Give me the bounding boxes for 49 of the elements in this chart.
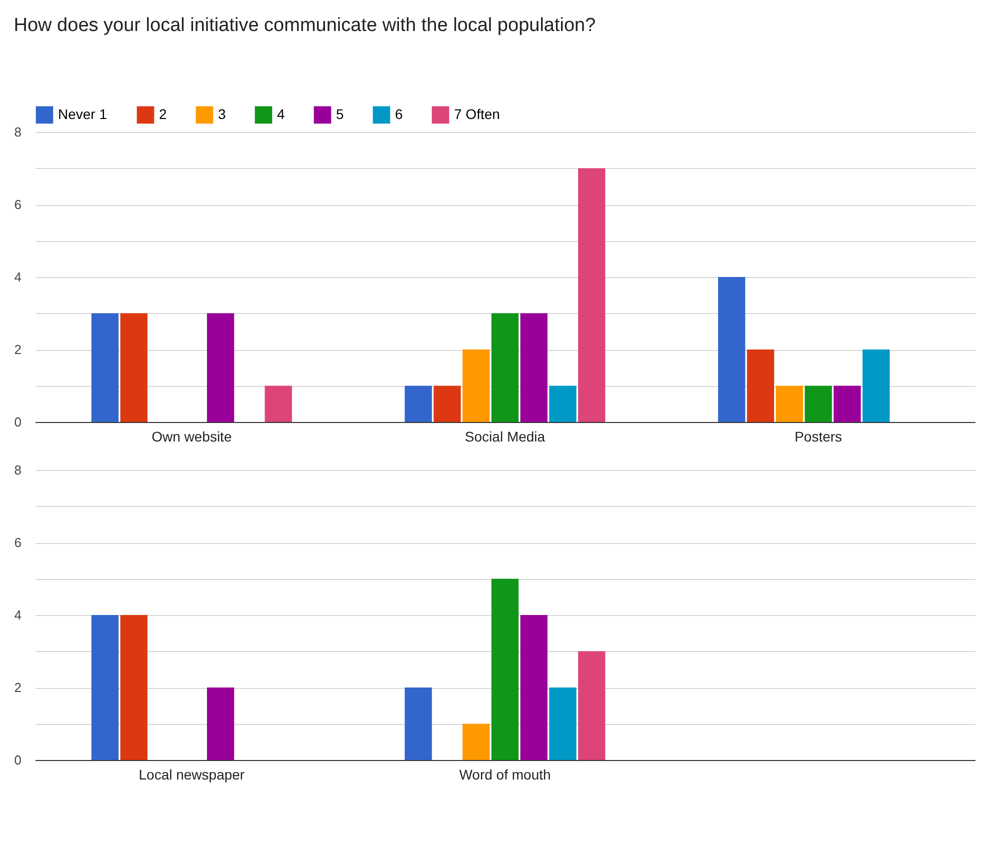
y-tick-label: 2 xyxy=(14,680,22,695)
y-tick-label: 8 xyxy=(14,124,22,140)
bar xyxy=(520,313,548,422)
x-tick-label: Posters xyxy=(794,428,842,444)
bar xyxy=(462,724,490,760)
legend-label: 2 xyxy=(159,106,167,122)
legend-label: 4 xyxy=(277,106,285,122)
bar xyxy=(804,386,832,422)
y-tick-label: 4 xyxy=(14,608,22,622)
bar xyxy=(520,615,548,760)
bar xyxy=(462,350,490,422)
bar xyxy=(491,578,519,760)
y-tick-label: 4 xyxy=(14,270,22,284)
bar xyxy=(434,386,461,422)
bar xyxy=(549,386,576,422)
bar xyxy=(776,386,804,422)
x-tick-label: Word of mouth xyxy=(459,766,551,782)
legend-label: 6 xyxy=(395,106,403,122)
bar xyxy=(718,277,746,422)
bar xyxy=(120,615,148,760)
bar xyxy=(91,615,119,760)
bar xyxy=(120,313,148,422)
bar xyxy=(404,688,432,760)
bar xyxy=(862,350,890,422)
y-tick-label: 6 xyxy=(14,197,22,212)
bar xyxy=(746,350,774,422)
y-tick-label: 6 xyxy=(14,535,22,550)
y-tick-label: 0 xyxy=(14,752,22,768)
bar xyxy=(834,386,861,422)
bar xyxy=(264,386,292,422)
y-tick-label: 2 xyxy=(14,342,22,357)
y-tick-label: 0 xyxy=(14,414,22,430)
bar xyxy=(549,688,576,760)
bar xyxy=(206,313,234,422)
bar xyxy=(578,651,606,760)
legend-label: 7 Often xyxy=(454,106,500,122)
x-tick-label: Social Media xyxy=(464,428,546,444)
chart-title: How does your local initiative communicate with the local population? xyxy=(14,15,596,36)
y-tick-label: 8 xyxy=(14,462,22,478)
bar xyxy=(91,313,119,422)
legend-label: 3 xyxy=(218,106,226,122)
bar xyxy=(491,313,519,422)
bar xyxy=(578,168,606,422)
legend-label: 5 xyxy=(336,106,344,122)
x-tick-label: Local newspaper xyxy=(138,766,245,782)
legend-label: Never 1 xyxy=(58,106,108,122)
x-tick-label: Own website xyxy=(152,428,232,444)
bar xyxy=(206,688,234,760)
bar xyxy=(404,386,432,422)
